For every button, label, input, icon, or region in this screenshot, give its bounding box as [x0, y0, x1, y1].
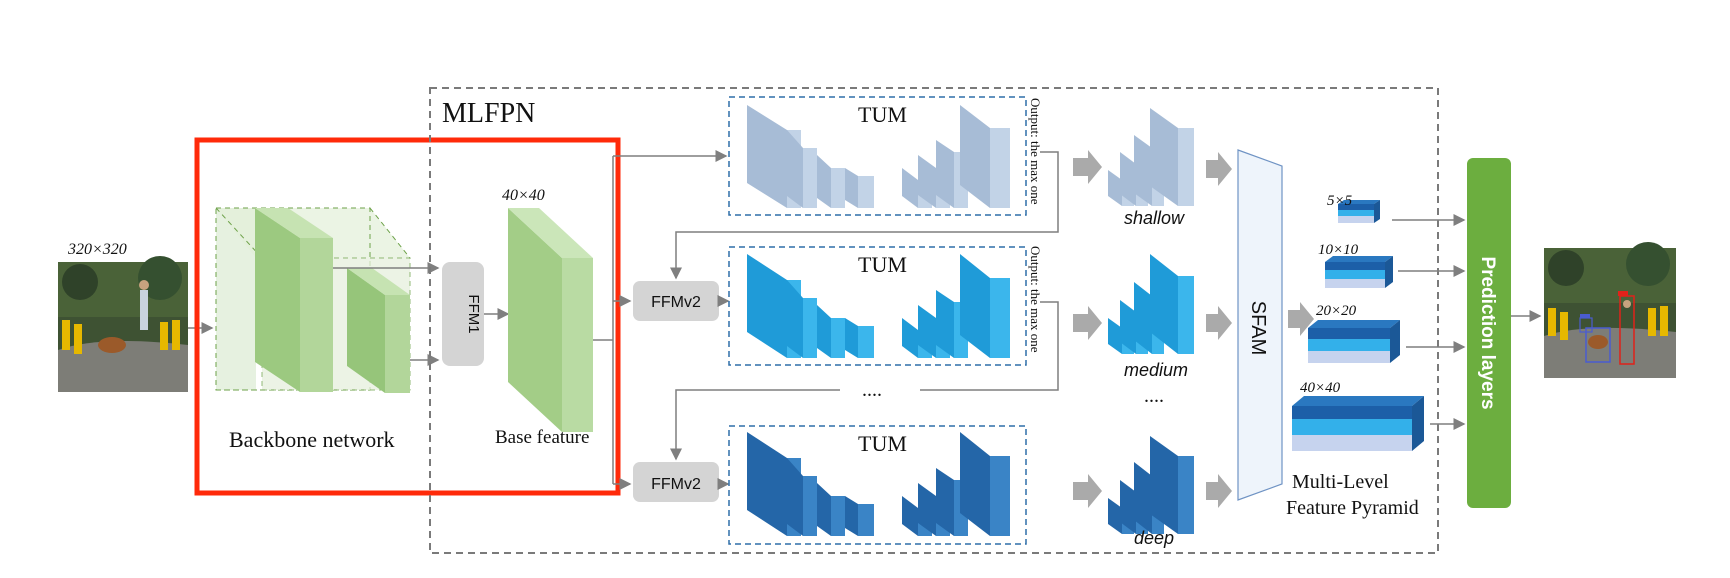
tum2-feedback-line — [670, 301, 1059, 461]
prediction-layers-block — [1467, 158, 1511, 508]
level-label-shallow: shallow — [1124, 208, 1185, 228]
output-image — [1544, 242, 1676, 378]
shallow-feature-stack — [1108, 108, 1194, 206]
ffm1-block — [442, 262, 484, 366]
ffmv2-block-2 — [633, 462, 719, 502]
base-feature-label: Base feature — [495, 427, 589, 448]
backbone-label: Backbone network — [229, 427, 395, 452]
ellipsis-1: .... — [862, 379, 882, 401]
tum-output-note-2: Output: the max one — [1028, 246, 1043, 353]
ellipsis-mask — [840, 380, 920, 398]
tum-block-2 — [728, 246, 1027, 366]
pyramid-scale-20x20: 20×20 — [1316, 303, 1357, 319]
ffmv2-label-1: FFMv2 — [651, 294, 701, 311]
prediction-layers-label: Prediction layers — [1477, 256, 1498, 409]
level-label-deep: deep — [1134, 528, 1174, 548]
pyramid-10x10 — [1325, 256, 1393, 288]
pyramid-20x20 — [1308, 320, 1400, 363]
highlight-box — [194, 137, 621, 496]
tum-label-3: TUM — [858, 431, 907, 456]
ffm1-label: FFM1 — [465, 294, 482, 333]
tum-block-1 — [728, 96, 1027, 216]
block-arrows-to-sfam — [1206, 152, 1232, 508]
mlfpn-label: MLFPN — [442, 98, 535, 129]
deep-feature-stack — [1108, 436, 1194, 534]
sfam-to-pyramid-arrow — [1288, 302, 1314, 336]
pyramid-caption-line1: Multi-Level — [1292, 471, 1389, 493]
tum-output-note-1: Output: the max one — [1028, 98, 1043, 205]
tum-block-3 — [728, 425, 1027, 545]
tum-label-2: TUM — [858, 252, 907, 277]
ffmv2-block-1 — [633, 281, 719, 321]
pyramid-40x40 — [1292, 396, 1424, 451]
sfam-block — [1237, 149, 1283, 501]
medium-feature-stack — [1108, 254, 1194, 354]
ellipsis-2: .... — [1144, 385, 1164, 407]
base-feature-size-label: 40×40 — [502, 187, 545, 204]
sfam-label: SFAM — [1247, 301, 1269, 355]
input-image — [58, 256, 188, 392]
pyramid-scale-10x10: 10×10 — [1318, 242, 1359, 258]
tum-label-1: TUM — [858, 102, 907, 127]
mlfpn-container — [429, 87, 1439, 554]
base-feature-block — [508, 208, 593, 432]
backbone-network-cube — [215, 207, 411, 393]
tum1-feedback-line — [670, 151, 1059, 280]
ffmv2-label-2: FFMv2 — [651, 476, 701, 493]
pyramid-scale-5x5: 5×5 — [1327, 193, 1353, 209]
pyramid-5x5 — [1338, 200, 1380, 223]
input-size-label: 320×320 — [67, 241, 127, 258]
level-label-medium: medium — [1124, 360, 1188, 380]
pyramid-scale-40x40: 40×40 — [1300, 380, 1341, 396]
block-arrows-to-levels — [1073, 150, 1102, 508]
pyramid-caption-line2: Feature Pyramid — [1286, 497, 1419, 519]
